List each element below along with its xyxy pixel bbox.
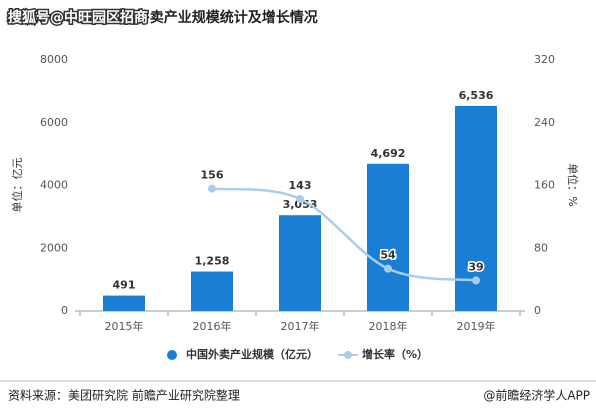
y2-tick-label: 240 <box>534 116 555 129</box>
line-point <box>472 276 480 285</box>
y-tick-label: 0 <box>61 304 68 317</box>
bar-data-label: 4,692 <box>371 147 406 160</box>
x-tick-label: 2016年 <box>193 319 232 333</box>
bar-data-label: 6,536 <box>459 89 494 102</box>
y2-tick-label: 80 <box>534 241 548 254</box>
line <box>211 187 477 282</box>
line-data-label: 39 <box>468 260 483 273</box>
bar <box>367 163 409 311</box>
x-tick-label: 2017年 <box>281 319 320 333</box>
bar-data-label: 491 <box>113 279 136 292</box>
watermark: 搜狐号@中旺园区招商 <box>8 9 148 26</box>
line-data-label: 54 <box>380 249 396 262</box>
chart-title: 2015-2019年中国外卖产业规模统计及增长情况 <box>10 9 318 26</box>
line-point <box>296 194 304 203</box>
y-axis-label: 单位：亿元 <box>10 158 24 213</box>
y-tick-label: 6000 <box>40 116 68 129</box>
line-data-label: 143 <box>289 179 312 192</box>
x-tick-label: 2019年 <box>457 319 496 333</box>
legend-label: 中国外卖产业规模（亿元） <box>186 347 318 361</box>
legend-swatch <box>167 350 177 360</box>
bar-data-label: 1,258 <box>195 255 230 268</box>
line-point <box>384 264 392 273</box>
y2-tick-label: 0 <box>534 304 541 317</box>
line-data-label: 156 <box>201 169 224 182</box>
y2-tick-label: 160 <box>534 179 555 192</box>
legend-label: 增长率（%） <box>362 347 428 361</box>
source: 资料来源：美团研究院 前瞻产业研究院整理 <box>8 388 240 403</box>
bar <box>103 295 145 311</box>
bar-data-label: 3,053 <box>283 198 318 211</box>
y-tick-label: 4000 <box>40 179 68 192</box>
x-tick-label: 2015年 <box>105 319 144 333</box>
brand: @前瞻经济学人APP <box>483 388 590 403</box>
bar <box>279 215 321 311</box>
y2-tick-label: 320 <box>534 53 555 66</box>
y-tick-label: 8000 <box>40 53 68 66</box>
y-tick-label: 2000 <box>40 241 68 254</box>
legend-swatch <box>344 351 352 359</box>
bar <box>191 271 233 311</box>
x-tick-label: 2018年 <box>369 319 408 333</box>
y2-axis-label: 单位：% <box>566 163 580 206</box>
line-point <box>208 184 216 193</box>
